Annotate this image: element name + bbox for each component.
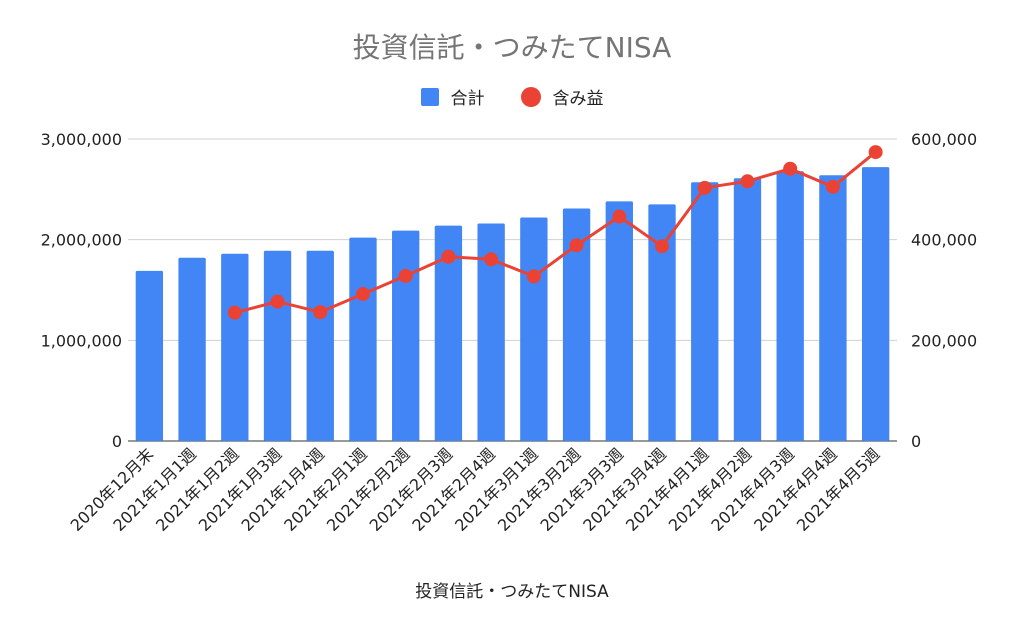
line-point (398, 268, 413, 283)
legend-swatch-total (420, 87, 439, 106)
bar (135, 270, 164, 441)
left-axis: 0 1,000,000 2,000,000 3,000,000 (41, 130, 122, 451)
y-left-tick-label: 3,000,000 (41, 130, 122, 149)
bar (819, 175, 847, 442)
y-right-tick-label: 600,000 (911, 130, 977, 149)
bar (776, 171, 804, 442)
legend-entry-unrealized-gain: 含み益 (520, 84, 604, 109)
y-left-tick-label: 0 (112, 432, 122, 451)
line-point (740, 174, 755, 189)
bar (562, 208, 591, 441)
bar (221, 253, 249, 441)
bar (691, 182, 719, 441)
line-point (697, 180, 712, 195)
chart-title: 投資信託・つみたてNISA (352, 31, 672, 64)
bar (434, 225, 463, 441)
bar (861, 167, 890, 442)
y-right-tick-label: 400,000 (911, 231, 977, 250)
bar (306, 250, 334, 441)
bar (263, 250, 292, 441)
bar (520, 217, 548, 441)
line-point (441, 249, 456, 264)
bar (392, 230, 420, 441)
line-point (825, 179, 840, 194)
bar (178, 257, 206, 441)
y-right-tick-label: 200,000 (911, 331, 977, 350)
line-point (868, 145, 883, 160)
line-point (227, 305, 242, 320)
line-series (227, 145, 883, 320)
bar (349, 237, 377, 441)
bar-series (135, 167, 890, 442)
line-point (526, 269, 541, 284)
legend-label-total: 合計 (450, 89, 485, 109)
line-point (355, 287, 370, 302)
legend-swatch-unrealized-gain (520, 86, 541, 107)
bar (605, 201, 633, 441)
legend: 合計 含み益 (0, 84, 1024, 109)
legend-entry-total: 合計 (420, 84, 485, 109)
x-axis-title: 投資信託・つみたてNISA (415, 582, 609, 602)
right-axis: 0 200,000 400,000 600,000 (911, 130, 977, 451)
line-point (313, 305, 328, 320)
line-point (270, 294, 285, 309)
line-point (569, 238, 584, 253)
bar (648, 204, 676, 441)
series-line (234, 150, 877, 315)
x-axis: 2020年12月末2021年1月1週2021年1月2週2021年1月3週2021… (67, 444, 884, 535)
line-point (783, 161, 798, 176)
y-left-tick-label: 1,000,000 (41, 331, 122, 350)
y-right-tick-label: 0 (911, 432, 921, 451)
bar (477, 223, 505, 441)
legend-label-unrealized-gain: 含み益 (552, 89, 604, 109)
bar (733, 178, 762, 441)
gridlines (128, 138, 897, 442)
line-point (612, 209, 627, 224)
line-point (655, 239, 670, 254)
y-left-tick-label: 2,000,000 (41, 231, 122, 250)
line-point (484, 252, 499, 267)
